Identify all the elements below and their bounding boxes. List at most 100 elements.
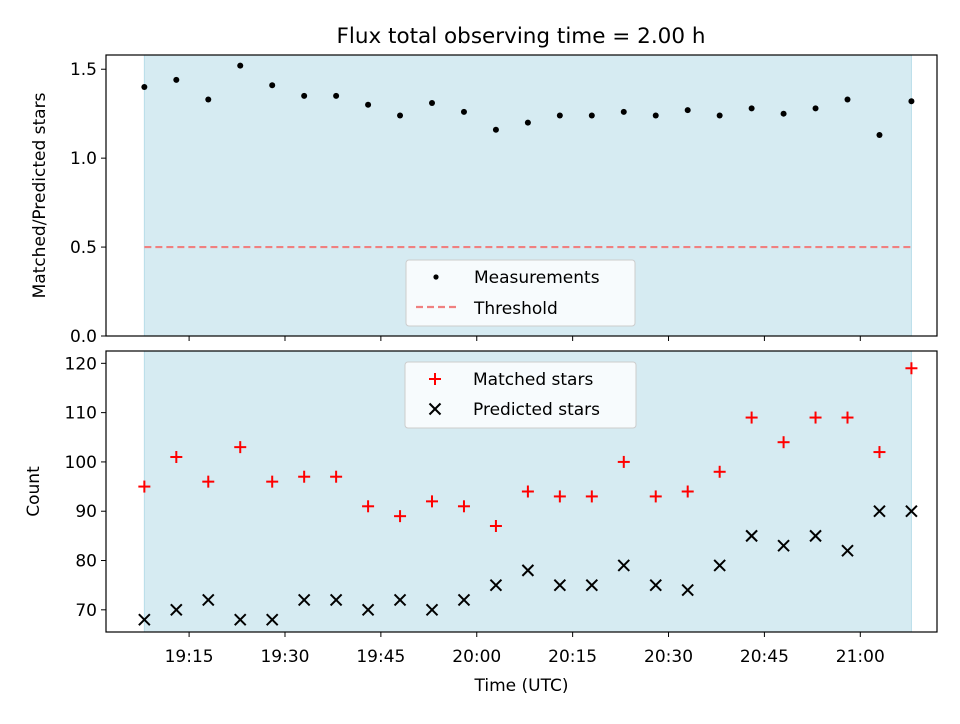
predicted-point-11 bbox=[489, 578, 503, 592]
count-ytick-label-2: 90 bbox=[75, 502, 97, 522]
predicted-point-0-b bbox=[138, 613, 151, 626]
ratio-y-axis-label: Matched/Predicted stars bbox=[30, 92, 50, 298]
matched-point-12 bbox=[521, 485, 534, 498]
measurement-point-1 bbox=[173, 76, 180, 83]
ratio-panel-frame bbox=[105, 54, 938, 337]
measurement-point-20 bbox=[780, 110, 787, 117]
count-ytick-label-3: 100 bbox=[65, 453, 97, 473]
measurement-point-22 bbox=[844, 96, 851, 103]
legend-measurements-marker bbox=[433, 274, 439, 280]
measurement-point-24 bbox=[908, 98, 915, 105]
predicted-point-22 bbox=[841, 544, 854, 557]
ratio-ytick-label-2: 1.0 bbox=[70, 149, 97, 169]
matched-point-9 bbox=[426, 495, 439, 508]
matched-point-14 bbox=[585, 490, 598, 503]
predicted-point-23 bbox=[873, 505, 886, 518]
count-xtick-label-3: 20:00 bbox=[452, 647, 501, 667]
predicted-point-19-b bbox=[745, 529, 758, 543]
count-xtick-label-6: 20:45 bbox=[740, 647, 789, 667]
predicted-point-9 bbox=[425, 603, 439, 617]
predicted-point-6-b bbox=[329, 593, 343, 607]
legend-matched-plus bbox=[429, 373, 441, 385]
measurement-point-4 bbox=[269, 82, 276, 89]
matched-point-4 bbox=[266, 475, 279, 488]
measurement-point-2 bbox=[205, 96, 212, 103]
predicted-point-10 bbox=[457, 593, 471, 607]
predicted-point-20-b bbox=[777, 539, 790, 552]
matched-point-17 bbox=[681, 485, 694, 498]
predicted-point-16 bbox=[649, 578, 662, 592]
matched-point-6 bbox=[330, 470, 343, 483]
predicted-point-5-b bbox=[297, 593, 311, 607]
matched-point-18 bbox=[713, 465, 726, 478]
predicted-point-15 bbox=[617, 559, 630, 572]
matched-point-11 bbox=[489, 520, 502, 533]
predicted-point-1 bbox=[170, 603, 183, 617]
predicted-point-24-b bbox=[905, 505, 918, 518]
predicted-point-17 bbox=[681, 583, 694, 597]
measurement-point-6 bbox=[333, 92, 340, 99]
count-ytick-label-0: 70 bbox=[75, 601, 97, 621]
predicted-point-8-b bbox=[393, 593, 407, 607]
count-ytick-label-5: 120 bbox=[65, 354, 97, 374]
legend-predicted-cross bbox=[428, 402, 442, 416]
measurement-point-18 bbox=[716, 112, 723, 119]
predicted-point-7-b bbox=[361, 603, 375, 617]
legend-measurements-label: Measurements bbox=[474, 268, 600, 288]
predicted-point-24 bbox=[905, 505, 918, 518]
matched-point-21 bbox=[809, 411, 822, 424]
count-legend-box bbox=[404, 361, 637, 429]
time-x-axis-label: Time (UTC) bbox=[474, 676, 569, 696]
predicted-point-15-b bbox=[617, 559, 630, 572]
count-xtick-label-7: 21:00 bbox=[836, 647, 885, 667]
measurement-point-3 bbox=[237, 62, 244, 69]
count-xtick-label-4: 20:15 bbox=[548, 647, 597, 667]
count-legend: Matched stars Predicted stars bbox=[404, 361, 637, 429]
predicted-point-13 bbox=[553, 578, 567, 592]
predicted-point-9-b bbox=[425, 603, 439, 617]
matched-point-19 bbox=[745, 411, 758, 424]
count-panel-frame bbox=[105, 350, 938, 633]
ratio-panel: 0.0 0.5 1.0 1.5 Matched/Predicted stars Mea… bbox=[30, 54, 938, 347]
measurement-point-0 bbox=[141, 84, 148, 91]
count-xtick-label-1: 19:30 bbox=[260, 647, 309, 667]
legend-matched-label: Matched stars bbox=[473, 370, 593, 390]
measurement-point-17 bbox=[684, 107, 691, 114]
predicted-point-20 bbox=[777, 539, 790, 552]
measurement-point-21 bbox=[812, 105, 819, 112]
matched-point-16 bbox=[649, 490, 662, 503]
predicted-point-14 bbox=[585, 578, 599, 592]
predicted-point-16-b bbox=[649, 578, 662, 592]
predicted-point-22-b bbox=[841, 544, 854, 557]
chart-title: Flux total observing time = 2.00 h bbox=[337, 24, 706, 49]
count-ytick-label-1: 80 bbox=[75, 552, 97, 572]
matched-point-5 bbox=[298, 470, 311, 483]
predicted-point-14-b bbox=[585, 578, 599, 592]
count-xtick-label-2: 19:45 bbox=[356, 647, 405, 667]
predicted-point-1-b bbox=[170, 603, 183, 617]
count-y-axis-label: Count bbox=[24, 466, 44, 517]
predicted-point-19 bbox=[745, 529, 758, 543]
predicted-point-11-b bbox=[489, 578, 503, 592]
predicted-point-4 bbox=[265, 613, 279, 626]
legend-predicted-marker bbox=[428, 402, 442, 416]
measurement-point-8 bbox=[397, 112, 404, 119]
ratio-legend: Measurements Threshold bbox=[405, 259, 636, 327]
measurement-point-9 bbox=[429, 100, 436, 107]
measurement-point-12 bbox=[524, 119, 531, 126]
matched-point-20 bbox=[777, 436, 790, 449]
ratio-ytick-label-1: 0.5 bbox=[70, 238, 97, 258]
predicted-point-8 bbox=[393, 593, 407, 607]
predicted-point-0 bbox=[138, 613, 151, 626]
count-xtick-label-0: 19:15 bbox=[165, 647, 214, 667]
measurement-point-14 bbox=[588, 112, 595, 119]
predicted-point-18 bbox=[713, 559, 726, 572]
predicted-point-12-b bbox=[521, 564, 535, 577]
predicted-point-10-b bbox=[457, 593, 471, 607]
legend-predicted-cross-b bbox=[428, 402, 442, 416]
measurement-point-23 bbox=[876, 132, 883, 139]
legend-predicted-label: Predicted stars bbox=[473, 400, 600, 420]
predicted-point-5 bbox=[297, 593, 311, 607]
measurement-point-15 bbox=[620, 108, 627, 115]
matched-point-13 bbox=[553, 490, 566, 503]
